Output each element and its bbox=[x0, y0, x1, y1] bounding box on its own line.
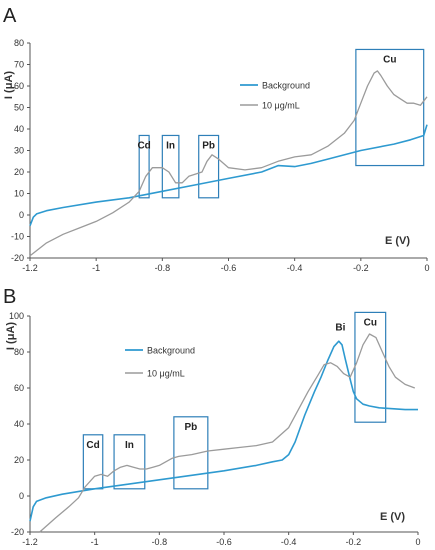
annotation-label: Pb bbox=[202, 140, 215, 151]
annotation-label: Cd bbox=[86, 440, 99, 451]
x-tick-label: -0.8 bbox=[155, 263, 171, 273]
y-tick-label: -10 bbox=[11, 232, 24, 242]
annotation-box bbox=[355, 48, 425, 167]
chart-panel-b: -20 0 20 40 60 80 100 -1.2 -1 -0.8 -0.6 -0.4 -0.2 0 I … bbox=[5, 311, 421, 547]
y-tick-label: 100 bbox=[9, 311, 24, 321]
y-tick-label: 40 bbox=[14, 124, 24, 134]
x-tick-label: -0.8 bbox=[152, 537, 168, 547]
legend-label: 10 μg/mL bbox=[262, 101, 300, 111]
y-tick-label: 80 bbox=[14, 347, 24, 357]
annotation-box bbox=[173, 416, 209, 490]
x-tick-label: 0 bbox=[415, 537, 420, 547]
y-tick-label: 60 bbox=[14, 383, 24, 393]
annotation-label: In bbox=[166, 140, 175, 151]
y-tick-label: 50 bbox=[14, 103, 24, 113]
panel-label-b: B bbox=[3, 286, 16, 308]
x-tick-label: -1.2 bbox=[22, 263, 38, 273]
annotation-label: Cd bbox=[137, 140, 150, 151]
y-tick-label: 10 bbox=[14, 189, 24, 199]
y-tick-label: -20 bbox=[11, 253, 24, 263]
series-line-background bbox=[29, 124, 428, 227]
y-axis-label: I (μA) bbox=[3, 71, 15, 99]
y-tick-label: 20 bbox=[14, 167, 24, 177]
series-line-sample bbox=[29, 70, 428, 257]
x-tick-label: -0.4 bbox=[281, 537, 297, 547]
annotation-label: Cu bbox=[383, 54, 396, 65]
x-axis-label: E (V) bbox=[385, 235, 410, 247]
legend-label: Background bbox=[147, 346, 195, 356]
y-tick-label: 60 bbox=[14, 81, 24, 91]
x-axis-label: E (V) bbox=[380, 511, 405, 523]
y-tick-label: 0 bbox=[19, 491, 24, 501]
x-tick-label: -0.2 bbox=[346, 537, 362, 547]
panel-label-a: A bbox=[3, 5, 17, 27]
annotation-label: Pb bbox=[184, 422, 197, 433]
legend-label: 10 μg/mL bbox=[147, 369, 185, 379]
y-tick-label: 80 bbox=[14, 38, 24, 48]
annotation-label: Bi bbox=[335, 322, 345, 333]
annotation-label: In bbox=[125, 440, 134, 451]
annotation-box bbox=[138, 134, 150, 199]
x-tick-label: -1.2 bbox=[22, 537, 38, 547]
x-tick-label: -0.4 bbox=[287, 263, 303, 273]
y-tick-label: 30 bbox=[14, 146, 24, 156]
annotation-box bbox=[198, 134, 220, 199]
x-tick-label: -0.2 bbox=[353, 263, 369, 273]
x-tick-label: -1 bbox=[92, 263, 100, 273]
annotation-box bbox=[161, 134, 180, 199]
x-tick-label: -0.6 bbox=[221, 263, 237, 273]
y-tick-label: 0 bbox=[19, 210, 24, 220]
series-line-sample bbox=[39, 333, 416, 533]
series-line-background bbox=[29, 340, 418, 522]
y-tick-label: 40 bbox=[14, 419, 24, 429]
y-tick-label: 70 bbox=[14, 60, 24, 70]
annotation-label: Cu bbox=[364, 317, 377, 328]
annotation-box bbox=[113, 434, 146, 490]
y-axis-label: I (μA) bbox=[5, 322, 17, 350]
x-tick-label: -0.6 bbox=[216, 537, 232, 547]
chart-panel-a: -20 -10 0 10 20 30 40 50 60 70 80 -1.2 -1 -0.8 -0.6 -0.… bbox=[3, 38, 430, 273]
x-tick-label: 0 bbox=[424, 263, 429, 273]
legend-label: Background bbox=[262, 81, 310, 91]
y-tick-label: -20 bbox=[11, 527, 24, 537]
y-tick-label: 20 bbox=[14, 455, 24, 465]
x-tick-label: -1 bbox=[91, 537, 99, 547]
